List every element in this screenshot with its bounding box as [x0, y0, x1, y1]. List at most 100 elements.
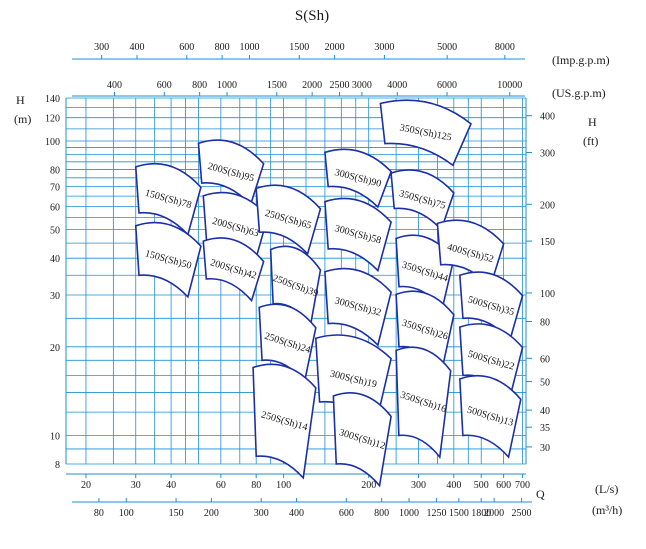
h-m-tick-label: 20: [50, 343, 60, 354]
us-gpm-tick-label: 4000: [387, 80, 407, 91]
pump-region: [390, 169, 455, 232]
q-m3h-tick-label: 300: [254, 508, 269, 519]
bottom-flow-scales: [66, 473, 532, 503]
us-gpm-tick-label: 6000: [437, 80, 457, 91]
q-ls-tick-label: 80: [251, 480, 261, 491]
h-m-tick-label: 40: [50, 254, 60, 265]
q-m3h-tick-label: 1000: [399, 508, 419, 519]
q-m3h-unit-label: (m³/h): [592, 503, 622, 517]
q-m3h-tick-label: 1500: [449, 508, 469, 519]
us-gpm-tick-label: 400: [107, 80, 122, 91]
q-ls-tick-label: 20: [81, 480, 91, 491]
imp-gpm-tick-label: 5000: [437, 42, 457, 53]
pump-region: [458, 271, 524, 342]
q-ls-tick-label: 40: [166, 480, 176, 491]
h-ft-tick-label: 300: [540, 148, 555, 159]
q-ls-tick-label: 600: [496, 480, 511, 491]
pump-region: [197, 139, 265, 207]
q-m3h-tick-label: 1250: [426, 508, 446, 519]
h-ft-tick-label: 150: [540, 237, 555, 248]
pump-region: [458, 375, 522, 459]
pump-region: [202, 237, 265, 303]
q-m3h-tick-label: 100: [119, 508, 134, 519]
us-gpm-unit-label: (US.g.p.m): [552, 86, 606, 100]
q-axis-label: Q: [536, 487, 545, 501]
imp-gpm-tick-label: 600: [179, 42, 194, 53]
h-ft-tick-label: 50: [540, 378, 550, 389]
h-ft-tick-label: 60: [540, 354, 550, 365]
q-ls-tick-label: 200: [361, 480, 376, 491]
imp-gpm-tick-label: 300: [94, 42, 109, 53]
q-m3h-tick-label: 1800: [471, 508, 491, 519]
pump-region: [134, 221, 202, 299]
q-m3h-tick-label: 800: [374, 508, 389, 519]
chart-title: S(Sh): [295, 8, 329, 24]
q-ls-tick-label: 60: [216, 480, 226, 491]
q-m3h-tick-label: 2500: [512, 508, 532, 519]
us-gpm-tick-label: 10000: [497, 80, 522, 91]
h-m-tick-label: 60: [50, 202, 60, 213]
top-flow-scales: [72, 58, 525, 97]
pump-region: [324, 267, 392, 347]
imp-gpm-tick-label: 3000: [374, 42, 394, 53]
us-gpm-tick-label: 600: [157, 80, 172, 91]
pump-regions: 150S(Sh)78150S(Sh)50200S(Sh)95200S(Sh)63…: [134, 99, 524, 488]
q-ls-tick-label: 500: [474, 480, 489, 491]
imp-gpm-tick-label: 8000: [495, 42, 515, 53]
pump-region: [436, 219, 505, 288]
q-m3h-tick-label: 400: [289, 508, 304, 519]
imp-gpm-tick-label: 2000: [325, 42, 345, 53]
h-m-tick-label: 30: [50, 291, 60, 302]
us-gpm-tick-label: 1000: [217, 80, 237, 91]
imp-gpm-tick-label: 1500: [289, 42, 309, 53]
q-ls-tick-label: 400: [446, 480, 461, 491]
q-ls-tick-label: 300: [411, 480, 426, 491]
imp-gpm-tick-label: 1000: [240, 42, 260, 53]
h-m-tick-label: 8: [55, 460, 60, 471]
q-m3h-tick-label: 2000: [484, 508, 504, 519]
h-left-unit-label: (m): [14, 112, 31, 126]
us-gpm-tick-label: 800: [192, 80, 207, 91]
imp-gpm-unit-label: (Imp.g.p.m): [552, 53, 610, 67]
h-ft-tick-label: 30: [540, 443, 550, 454]
us-gpm-tick-label: 1500: [267, 80, 287, 91]
h-left-axis-label: H: [16, 93, 25, 107]
pump-region: [134, 162, 202, 237]
h-m-tick-label: 70: [50, 183, 60, 194]
h-m-tick-label: 100: [45, 137, 60, 148]
q-m3h-tick-label: 600: [339, 508, 354, 519]
h-m-tick-label: 140: [45, 94, 60, 105]
h-right-axis-label: H: [588, 115, 597, 129]
pump-region: [324, 148, 393, 209]
h-m-tick-label: 50: [50, 226, 60, 237]
pump-region: [332, 392, 392, 488]
pump-region: [252, 363, 317, 480]
h-m-tick-label: 10: [50, 431, 60, 442]
h-ft-tick-label: 200: [540, 200, 555, 211]
q-ls-tick-label: 30: [131, 480, 141, 491]
us-gpm-tick-label: 3000: [352, 80, 372, 91]
q-m3h-tick-label: 80: [94, 508, 104, 519]
imp-gpm-tick-label: 400: [129, 42, 144, 53]
tick-labels: 8 10 20 30 40 50 60 70 80 100 120 140 30 35 40 50 60 80 10…: [45, 42, 555, 519]
h-right-unit-label: (ft): [583, 134, 598, 148]
h-ft-tick-label: 35: [540, 423, 550, 434]
pump-region: [258, 303, 317, 384]
q-m3h-tick-label: 200: [204, 508, 219, 519]
h-ft-tick-label: 80: [540, 317, 550, 328]
h-m-tick-label: 120: [45, 114, 60, 125]
h-m-tick-label: 80: [50, 166, 60, 177]
pump-region: [379, 99, 472, 167]
pump-region: [324, 197, 392, 273]
us-gpm-tick-label: 2000: [302, 80, 322, 91]
us-gpm-tick-label: 2500: [330, 80, 350, 91]
pump-region: [395, 346, 452, 460]
imp-gpm-tick-label: 800: [215, 42, 230, 53]
q-m3h-tick-label: 150: [169, 508, 184, 519]
pump-region: [255, 184, 322, 256]
h-ft-tick-label: 100: [540, 289, 555, 300]
q-ls-tick-label: 700: [515, 480, 530, 491]
q-ls-tick-label: 100: [276, 480, 291, 491]
q-ls-unit-label: (L/s): [595, 482, 618, 496]
